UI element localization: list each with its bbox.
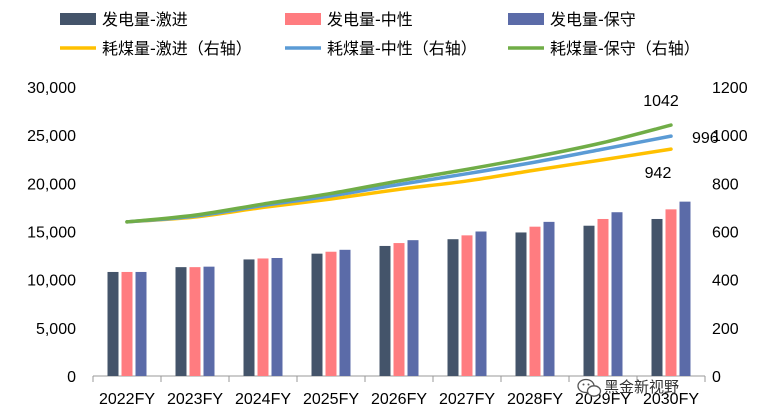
legend-label: 发电量-激进 <box>102 10 188 29</box>
bar <box>597 218 609 376</box>
bar <box>529 226 541 376</box>
y-left-tick-label: 5,000 <box>36 321 76 338</box>
x-tick-label: 2028FY <box>507 391 563 408</box>
data-label: 1042 <box>643 93 679 110</box>
y-right-tick-label: 400 <box>712 273 739 290</box>
bar-series <box>107 201 691 376</box>
y-right-tick-label: 1200 <box>712 80 748 97</box>
bar <box>583 225 595 376</box>
bar <box>243 259 255 376</box>
y-left-tick-label: 10,000 <box>27 273 76 290</box>
bar <box>189 267 201 376</box>
legend-label: 耗煤量-激进（右轴） <box>102 39 252 58</box>
y-left-tick-label: 30,000 <box>27 80 76 97</box>
x-tick-label: 2025FY <box>303 391 359 408</box>
bar <box>515 232 527 376</box>
bar <box>271 257 283 376</box>
bar <box>447 239 459 376</box>
y-left-tick-label: 25,000 <box>27 128 76 145</box>
bar <box>107 271 119 376</box>
line <box>125 123 673 224</box>
bar <box>461 235 473 376</box>
legend-label: 耗煤量-中性（右轴） <box>327 39 477 58</box>
bar <box>203 266 215 376</box>
legend-swatch <box>508 13 544 25</box>
watermark: 黑金新视野 <box>577 378 679 397</box>
y-left-tick-label: 15,000 <box>27 225 76 242</box>
x-tick-label: 2024FY <box>235 391 291 408</box>
line-series <box>125 123 673 224</box>
bar <box>257 258 269 376</box>
bar <box>651 218 663 376</box>
y-right-tick-label: 0 <box>712 369 721 386</box>
bar <box>135 271 147 376</box>
bar <box>475 231 487 376</box>
y-right-tick-label: 1000 <box>712 128 748 145</box>
wechat-icon <box>577 378 602 397</box>
legend-label: 耗煤量-保守（右轴） <box>550 39 700 58</box>
y-right-tick-label: 200 <box>712 321 739 338</box>
legend-swatch <box>285 13 321 25</box>
bar <box>393 243 405 376</box>
y-right-tick-label: 600 <box>712 225 739 242</box>
line <box>125 134 673 224</box>
bar <box>325 251 337 376</box>
bar <box>543 221 555 376</box>
legend-label: 发电量-保守 <box>550 10 636 29</box>
x-tick-label: 2023FY <box>167 391 223 408</box>
data-label: 942 <box>645 165 672 182</box>
bar <box>121 271 133 376</box>
bar <box>611 212 623 376</box>
legend-swatch <box>60 13 96 25</box>
legend-label: 发电量-中性 <box>327 10 413 29</box>
bar <box>665 209 677 376</box>
y-left-tick-label: 20,000 <box>27 176 76 193</box>
annotations: 1042 996 942 <box>643 93 719 182</box>
x-tick-label: 2026FY <box>371 391 427 408</box>
bar <box>311 253 323 376</box>
y-left-tick-label: 0 <box>67 369 76 386</box>
data-label: 996 <box>692 130 719 147</box>
bar <box>379 245 391 376</box>
x-tick-label: 2029FY <box>575 391 631 408</box>
bar <box>679 201 691 376</box>
watermark-text: 黑金新视野 <box>604 378 679 396</box>
x-tick-label: 2030FY <box>643 391 699 408</box>
bar <box>175 267 187 376</box>
y-right-tick-label: 800 <box>712 176 739 193</box>
x-tick-label: 2027FY <box>439 391 495 408</box>
x-tick-label: 2022FY <box>99 391 155 408</box>
bar <box>407 240 419 376</box>
bar <box>339 249 351 376</box>
